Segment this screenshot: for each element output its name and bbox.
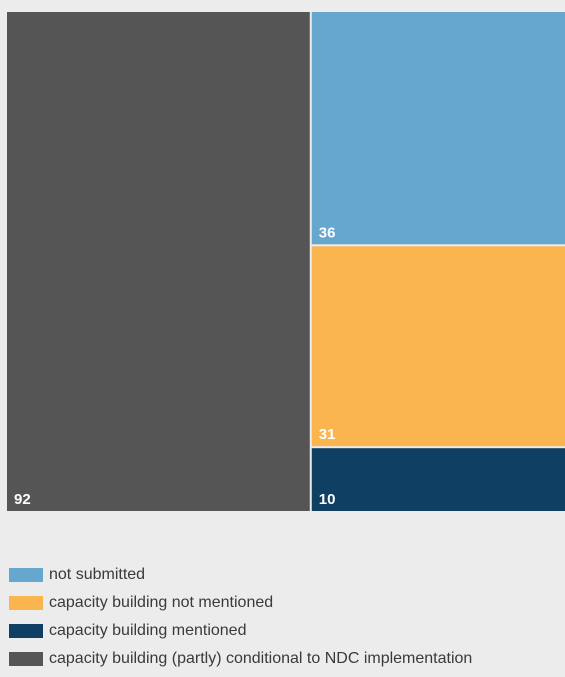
legend-label-capacity-building-mentioned: capacity building mentioned: [49, 622, 247, 639]
legend-item-capacity-building-mentioned: capacity building mentioned: [9, 621, 472, 641]
legend-swatch-capacity-building-not-mentioned: [9, 596, 43, 610]
legend-item-capacity-building-not-mentioned: capacity building not mentioned: [9, 593, 472, 613]
legend: not submitted capacity building not ment…: [9, 565, 472, 677]
legend-label-not-submitted: not submitted: [49, 566, 146, 583]
legend-item-not-submitted: not submitted: [9, 565, 472, 585]
treemap-value-label-capacity-building-partly-conditional-to-ndc-implementation: 92: [14, 491, 31, 508]
legend-label-capacity-building-not-mentioned: capacity building not mentioned: [49, 594, 274, 611]
legend-item-capacity-building-conditional: capacity building (partly) conditional t…: [9, 649, 472, 669]
legend-swatch-capacity-building-conditional: [9, 652, 43, 666]
treemap-value-label-capacity-building-not-mentioned: 31: [319, 426, 336, 443]
legend-swatch-not-submitted: [9, 568, 43, 582]
treemap-value-label-not-submitted: 36: [319, 224, 336, 241]
treemap-chart: 92 36 31 10: [7, 12, 565, 511]
treemap-tile-capacity-building-partly-conditional-to-ndc-implementation: [7, 12, 310, 511]
legend-label-capacity-building-conditional: capacity building (partly) conditional t…: [49, 650, 473, 667]
treemap-tile-capacity-building-not-mentioned: [311, 246, 565, 447]
legend-swatch-capacity-building-mentioned: [9, 624, 43, 638]
treemap-tile-not-submitted: [311, 12, 565, 245]
treemap-value-label-capacity-building-mentioned: 10: [319, 491, 336, 508]
treemap-tile-capacity-building-mentioned: [311, 448, 565, 511]
